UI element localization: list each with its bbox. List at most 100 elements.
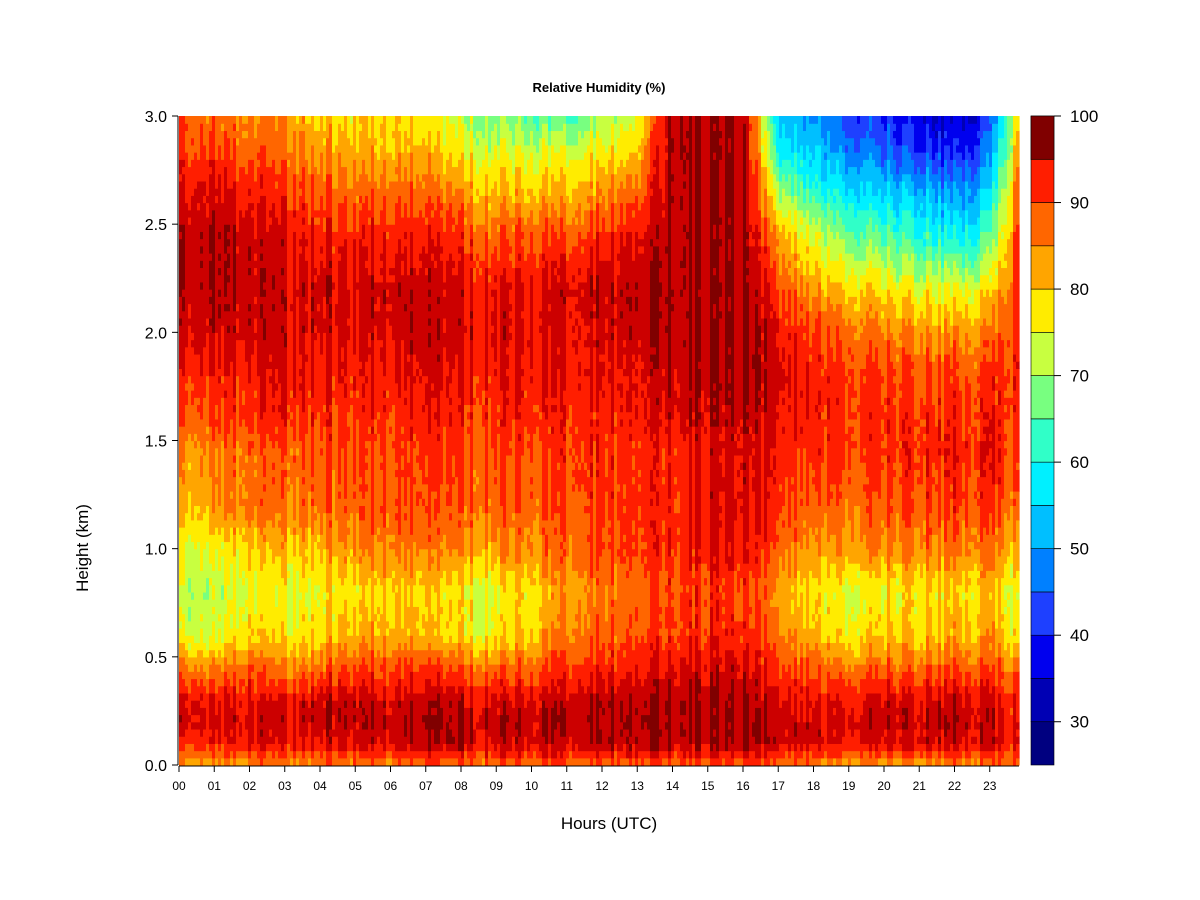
heatmap-cell bbox=[740, 447, 744, 456]
heatmap-cell bbox=[512, 144, 516, 175]
heatmap-cell bbox=[638, 757, 642, 766]
heatmap-cell bbox=[524, 649, 528, 665]
heatmap-cell bbox=[347, 411, 351, 427]
heatmap-cell bbox=[335, 642, 339, 658]
heatmap-cell bbox=[377, 159, 381, 189]
heatmap-cell bbox=[662, 209, 666, 218]
heatmap-cell bbox=[524, 707, 528, 737]
heatmap-cell bbox=[503, 620, 507, 651]
heatmap-cell bbox=[488, 375, 492, 384]
heatmap-cell bbox=[434, 411, 438, 420]
heatmap-cell bbox=[803, 188, 807, 204]
heatmap-cell bbox=[179, 173, 183, 182]
heatmap-cell bbox=[332, 584, 336, 593]
heatmap-column bbox=[296, 116, 300, 766]
heatmap-cell bbox=[341, 346, 345, 362]
heatmap-cell bbox=[731, 613, 735, 622]
heatmap-cell bbox=[704, 584, 708, 600]
heatmap-cell bbox=[803, 750, 807, 766]
heatmap-cell bbox=[782, 224, 786, 254]
heatmap-cell bbox=[380, 137, 384, 146]
heatmap-cell bbox=[380, 664, 384, 672]
heatmap-cell bbox=[800, 433, 804, 492]
heatmap-cell bbox=[659, 627, 663, 636]
heatmap-cell bbox=[557, 274, 561, 283]
heatmap-cell bbox=[683, 245, 687, 269]
heatmap-cell bbox=[728, 346, 732, 355]
heatmap-cell bbox=[539, 253, 543, 312]
heatmap-cell bbox=[782, 664, 786, 701]
heatmap-cell bbox=[593, 116, 597, 139]
heatmap-cell bbox=[518, 433, 522, 442]
heatmap-cell bbox=[752, 116, 756, 175]
heatmap-cell bbox=[272, 116, 276, 160]
heatmap-cell bbox=[725, 627, 729, 636]
heatmap-cell bbox=[611, 685, 615, 752]
heatmap-cell bbox=[791, 202, 795, 225]
heatmap-cell bbox=[542, 137, 546, 175]
heatmap-cell bbox=[800, 700, 804, 752]
heatmap-cell bbox=[776, 166, 780, 182]
heatmap-cell bbox=[323, 317, 327, 333]
heatmap-cell bbox=[179, 714, 183, 723]
heatmap-cell bbox=[305, 642, 309, 665]
heatmap-cell bbox=[341, 649, 345, 665]
heatmap-cell bbox=[560, 736, 564, 759]
heatmap-cell bbox=[635, 606, 639, 622]
heatmap-cell bbox=[743, 577, 747, 586]
heatmap-cell bbox=[263, 656, 267, 665]
heatmap-cell bbox=[425, 649, 429, 665]
heatmap-cell bbox=[551, 202, 555, 225]
heatmap-cell bbox=[188, 606, 192, 622]
heatmap-cell bbox=[191, 757, 195, 766]
heatmap-cell bbox=[302, 231, 306, 283]
heatmap-cell bbox=[443, 144, 447, 175]
heatmap-cell bbox=[272, 678, 276, 701]
heatmap-cell bbox=[233, 325, 237, 333]
heatmap-cell bbox=[230, 188, 234, 362]
heatmap-cell bbox=[584, 490, 588, 506]
heatmap-cell bbox=[335, 144, 339, 189]
heatmap-cell bbox=[464, 635, 468, 644]
heatmap-cell bbox=[740, 462, 744, 470]
heatmap-cell bbox=[332, 289, 336, 377]
heatmap-cell bbox=[386, 685, 390, 716]
heatmap-cell bbox=[221, 599, 225, 644]
heatmap-cell bbox=[596, 418, 600, 427]
heatmap-cell bbox=[797, 238, 801, 254]
heatmap-cell bbox=[548, 548, 552, 586]
heatmap-cell bbox=[617, 555, 621, 651]
heatmap-cell bbox=[518, 166, 522, 204]
heatmap-cell bbox=[521, 454, 525, 543]
heatmap-column bbox=[572, 116, 576, 766]
heatmap-cell bbox=[260, 454, 264, 499]
heatmap-cell bbox=[587, 512, 591, 535]
heatmap-cell bbox=[239, 116, 243, 168]
heatmap-cell bbox=[638, 469, 642, 478]
heatmap-cell bbox=[302, 620, 306, 636]
heatmap-cell bbox=[329, 692, 333, 730]
heatmap-cell bbox=[446, 505, 450, 550]
heatmap-cell bbox=[191, 671, 195, 680]
heatmap-cell bbox=[674, 743, 678, 752]
heatmap-cell bbox=[407, 692, 411, 744]
heatmap-cell bbox=[794, 231, 798, 254]
heatmap-cell bbox=[410, 671, 414, 701]
heatmap-cell bbox=[392, 591, 396, 629]
heatmap-cell bbox=[365, 714, 369, 730]
heatmap-cell bbox=[500, 116, 504, 139]
heatmap-cell bbox=[416, 757, 420, 766]
heatmap-cell bbox=[188, 462, 192, 470]
heatmap-cell bbox=[332, 613, 336, 622]
heatmap-cell bbox=[581, 296, 585, 319]
heatmap-cell bbox=[725, 116, 729, 406]
heatmap-cell bbox=[206, 375, 210, 427]
heatmap-cell bbox=[629, 325, 633, 341]
heatmap-cell bbox=[227, 692, 231, 744]
heatmap-cell bbox=[803, 296, 807, 326]
heatmap-cell bbox=[521, 692, 525, 752]
heatmap-cell bbox=[695, 671, 699, 752]
heatmap-cell bbox=[179, 620, 183, 629]
heatmap-cell bbox=[797, 743, 801, 759]
heatmap-cell bbox=[299, 195, 303, 240]
